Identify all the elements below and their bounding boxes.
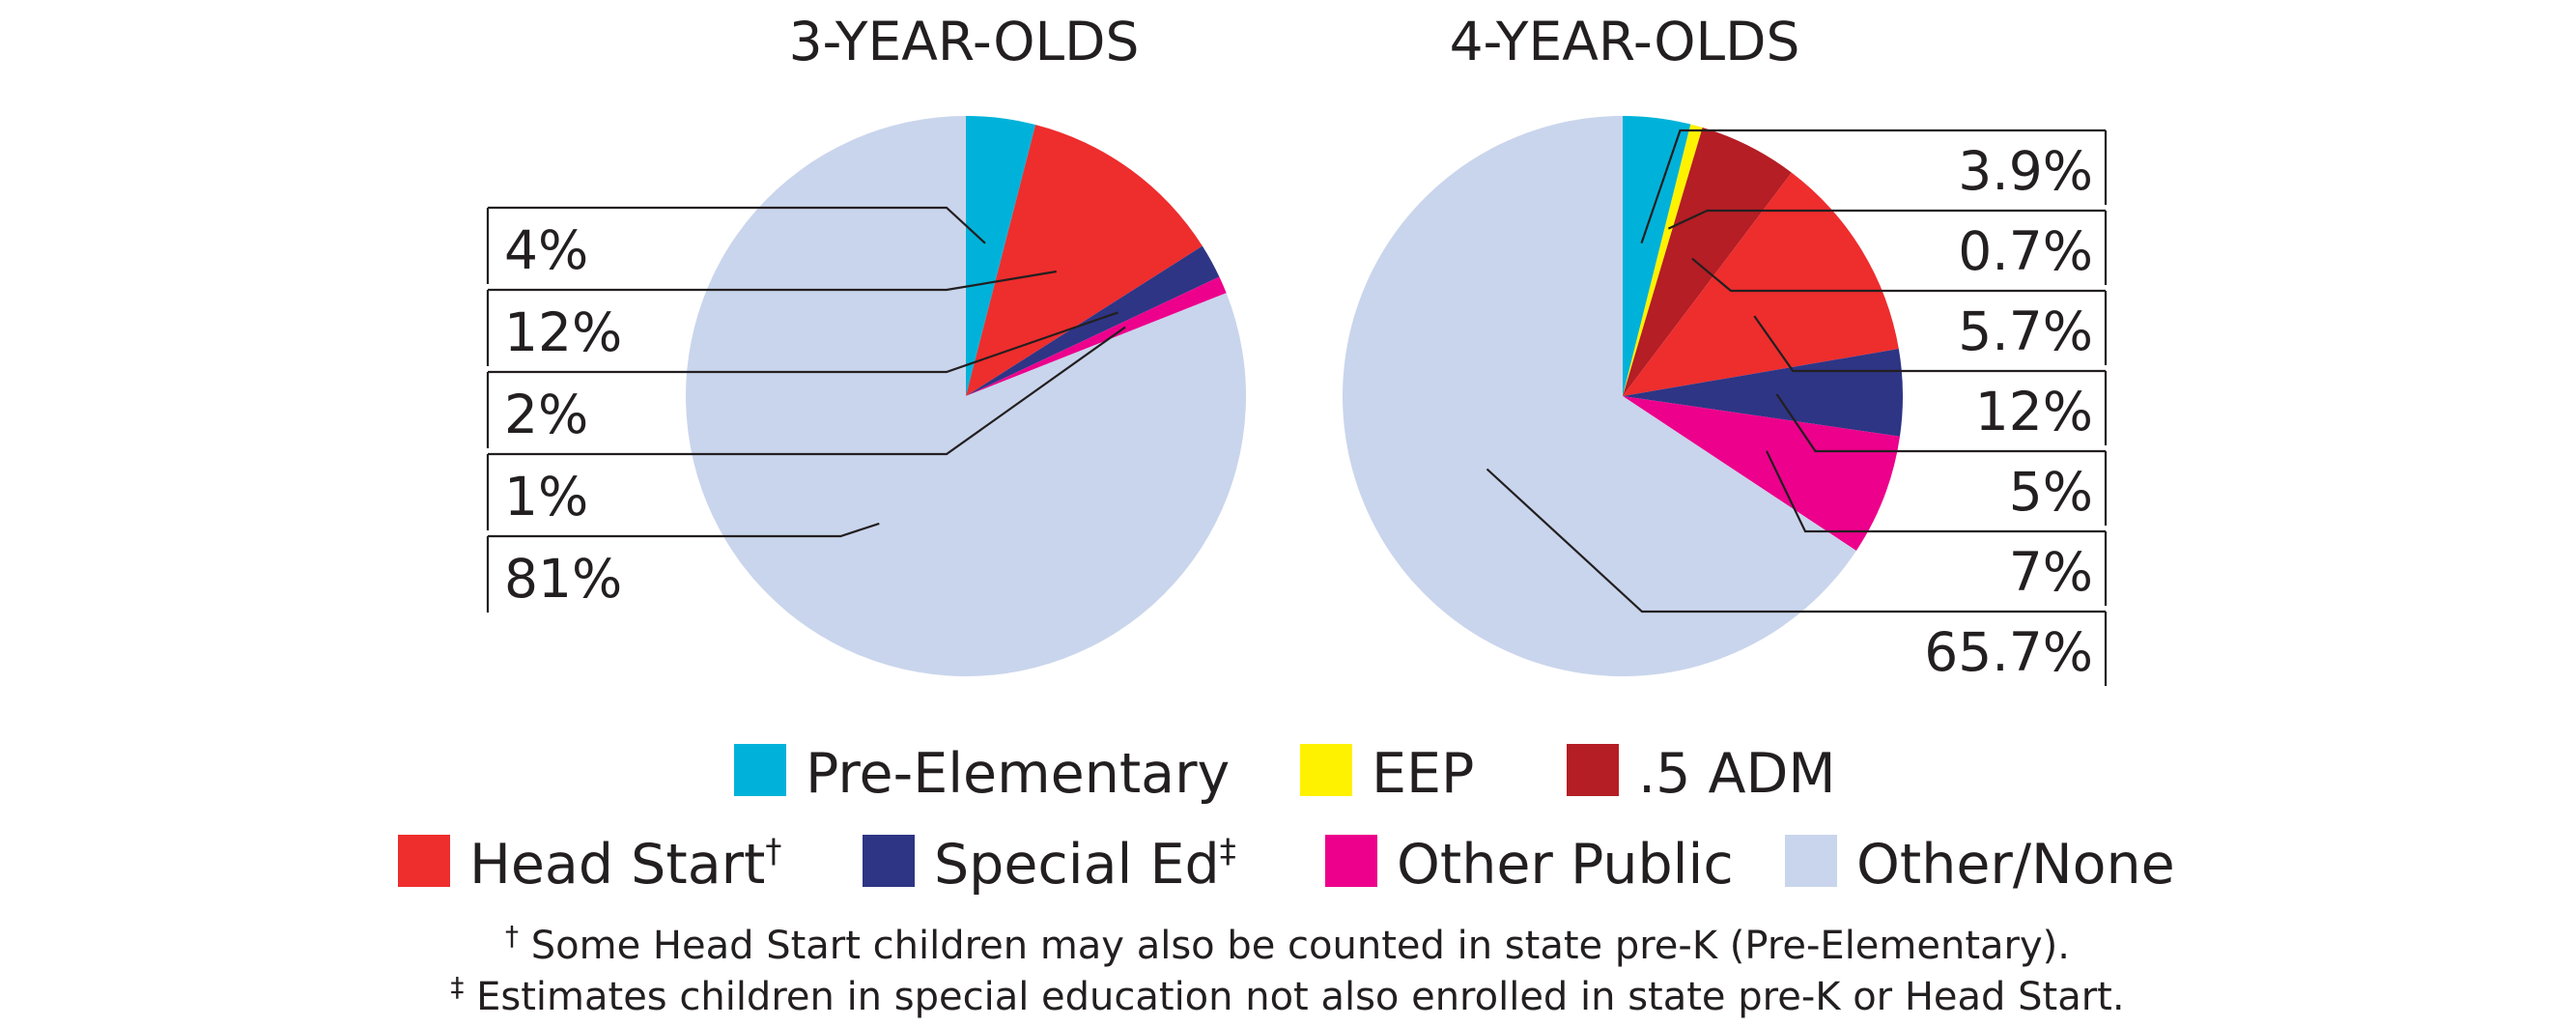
- pie-4-label-eep: 0.7%: [1958, 220, 2093, 282]
- pie-title-3-year-olds: 3-YEAR-OLDS: [789, 11, 1140, 72]
- footnote-head-start: † Some Head Start children may also be c…: [505, 920, 2070, 968]
- legend-label-pre-elementary: Pre-Elementary: [806, 742, 1230, 806]
- pie-4-leader-special-ed: [1775, 393, 2106, 453]
- footnote-special-ed: ‡ Estimates children in special educatio…: [450, 971, 2124, 1019]
- pie-4-label-other-none: 65.7%: [1924, 621, 2093, 683]
- legend-item-other-public: Other Public: [1325, 833, 1734, 897]
- legend-swatch-other-public: [1325, 835, 1377, 887]
- legend-label-half-adm: .5 ADM: [1638, 742, 1836, 806]
- dagger-mark: †: [765, 832, 781, 870]
- pie-3-slices: [686, 116, 1247, 676]
- pie-4-label-special-ed: 5%: [2009, 461, 2093, 523]
- pie-3-slice-pre-elementary: [966, 116, 1036, 396]
- legend-swatch-head-start: [398, 835, 450, 887]
- legend-swatch-half-adm: [1567, 744, 1619, 796]
- pie-4-slice-other-none: [1342, 116, 1856, 676]
- pie-3-labels: 4% 12% 2% 1% 81%: [504, 219, 622, 610]
- pie-3-slice-other-public: [966, 276, 1227, 396]
- legend-swatch-eep: [1300, 744, 1352, 796]
- pie-4-leader-eep: [1667, 209, 2106, 230]
- pie-4-slices: [1342, 116, 1904, 676]
- legend-label-special-ed: Special Ed‡: [934, 832, 1236, 897]
- pie-3-leader-other-public: [488, 326, 1126, 456]
- legend-label-eep: EEP: [1372, 742, 1474, 806]
- pie-4-leader-other-none: [1486, 468, 2106, 613]
- pie-4-label-pre-elementary: 3.9%: [1958, 140, 2093, 202]
- pie-3-slice-head-start: [966, 125, 1203, 397]
- pie-3-leader-head-start: [488, 270, 1057, 292]
- legend-item-pre-elementary: Pre-Elementary: [734, 742, 1230, 806]
- pie-chart-3-year-olds: 3-YEAR-OLDS 4% 12% 2% 1% 81%: [486, 11, 1247, 676]
- pie-3-label-other-none: 81%: [504, 548, 622, 610]
- pie-3-leaders: [486, 206, 1126, 613]
- pie-title-4-year-olds: 4-YEAR-OLDS: [1450, 11, 1800, 72]
- pie-4-label-head-start: 12%: [1975, 381, 2093, 442]
- pie-4-labels: 3.9% 0.7% 5.7% 12% 5% 7% 65.7%: [1924, 140, 2093, 683]
- pie-3-label-pre-elementary: 4%: [504, 219, 588, 281]
- legend-label-other-none: Other/None: [1856, 833, 2175, 897]
- pie-3-label-special-ed: 2%: [504, 384, 588, 445]
- legend-swatch-pre-elementary: [734, 744, 786, 796]
- pie-4-label-half-adm: 5.7%: [1958, 300, 2093, 362]
- pie-4-slice-other-public: [1623, 396, 1900, 551]
- pie-4-slice-head-start: [1623, 172, 1899, 396]
- legend-item-special-ed: Special Ed‡: [863, 832, 1236, 897]
- double-dagger-mark: ‡: [1220, 832, 1236, 870]
- legend-item-half-adm: .5 ADM: [1567, 742, 1836, 806]
- pie-3-leader-special-ed: [488, 311, 1118, 374]
- pie-4-label-other-public: 7%: [2009, 541, 2093, 603]
- legend-label-head-start: Head Start†: [469, 832, 781, 897]
- legend: Pre-Elementary EEP .5 ADM Head Start† Sp…: [398, 742, 2175, 897]
- footnotes: † Some Head Start children may also be c…: [450, 920, 2124, 1019]
- pie-4-slice-eep: [1623, 124, 1703, 396]
- pie-4-leader-half-adm: [1691, 257, 2106, 293]
- pie-3-label-other-public: 1%: [504, 466, 588, 528]
- legend-label-other-public: Other Public: [1397, 833, 1734, 897]
- pie-4-slice-half-adm: [1623, 128, 1792, 396]
- pie-3-label-head-start: 12%: [504, 301, 622, 363]
- legend-item-other-none: Other/None: [1785, 833, 2175, 897]
- pie-4-leaders: [1486, 128, 2108, 686]
- pie-4-slice-pre-elementary: [1623, 116, 1691, 396]
- pie-chart-4-year-olds: 4-YEAR-OLDS 3.9% 0.7% 5.7% 12% 5% 7% 65.…: [1342, 11, 2108, 686]
- legend-swatch-other-none: [1785, 835, 1837, 887]
- legend-swatch-special-ed: [863, 835, 915, 887]
- pie-4-leader-other-public: [1766, 450, 2106, 533]
- pie-3-leader-other-none: [488, 522, 880, 538]
- pie-3-leader-pre-elementary: [488, 206, 986, 244]
- pie-4-leader-head-start: [1753, 315, 2106, 373]
- legend-item-eep: EEP: [1300, 742, 1474, 806]
- legend-item-head-start: Head Start†: [398, 832, 781, 897]
- pie-4-leader-pre-elementary: [1640, 128, 2106, 244]
